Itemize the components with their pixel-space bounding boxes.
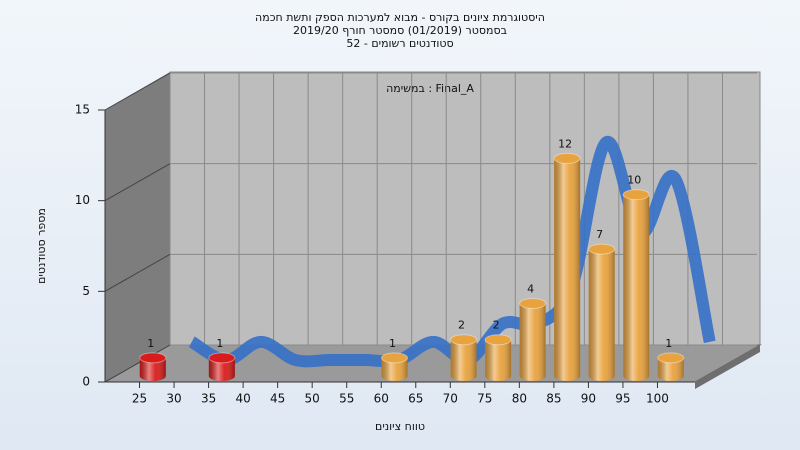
bar-shade — [519, 303, 546, 376]
x-tick-label: 95 — [615, 392, 630, 406]
left-wall — [105, 72, 170, 382]
bar-top — [208, 352, 236, 364]
title-line: היסטוגרמת ציונים בקורס - מבוא למערכות הס… — [255, 11, 545, 24]
bar-shade — [554, 158, 581, 376]
value-label: 2 — [458, 319, 465, 332]
y-axis-label: מספר סטודנטים — [35, 208, 48, 284]
back-wall — [169, 71, 761, 346]
x-tick-label: 50 — [305, 392, 320, 406]
bar-bottom-shade — [485, 371, 512, 381]
value-label: 1 — [216, 337, 223, 350]
value-label: 1 — [665, 337, 672, 350]
grid-line — [104, 253, 171, 292]
x-tick-label: 25 — [132, 392, 147, 406]
x-tick-label: 80 — [512, 392, 527, 406]
bar-shade — [450, 339, 477, 376]
x-tick-label: 100 — [646, 392, 669, 406]
bar-shade — [657, 357, 684, 376]
bar-bottom-shade — [623, 371, 650, 381]
bar-shade — [381, 357, 408, 376]
bar-top — [484, 334, 512, 346]
bar-shade — [485, 339, 512, 376]
value-label: 2 — [493, 319, 500, 332]
title: היסטוגרמת ציונים בקורס - מבוא למערכות הס… — [255, 11, 545, 50]
bar-top — [450, 334, 478, 346]
bar-bottom-shade — [450, 371, 477, 381]
value-label: 4 — [527, 282, 534, 295]
value-label: 12 — [558, 137, 572, 150]
bar-top — [553, 152, 581, 164]
value-label: 10 — [627, 174, 641, 187]
title-line: סטודנטים רשומים - 52 — [346, 37, 453, 50]
y-tick-label: 15 — [75, 103, 90, 117]
bar-bottom-shade — [208, 371, 235, 381]
bar-shade — [623, 194, 650, 376]
x-tick-label: 35 — [201, 392, 216, 406]
x-tick-label: 60 — [374, 392, 389, 406]
value-label: 1 — [147, 337, 154, 350]
bar-top — [588, 243, 616, 255]
bar-shade — [139, 357, 166, 376]
x-tick-label: 45 — [270, 392, 285, 406]
bar-top — [519, 297, 547, 309]
bar-bottom-shade — [657, 371, 684, 381]
bar-bottom-shade — [381, 371, 408, 381]
title-line: בסמסטר (01/2019) סמסטר חורף 2019/20 — [293, 24, 507, 37]
bar-top — [657, 352, 685, 364]
x-tick-label: 55 — [339, 392, 354, 406]
x-tick-label: 85 — [546, 392, 561, 406]
y-tick-label: 5 — [82, 284, 90, 298]
bar-bottom-shade — [519, 371, 546, 381]
x-tick-label: 90 — [581, 392, 596, 406]
x-tick-label: 65 — [408, 392, 423, 406]
x-tick-label: 70 — [443, 392, 458, 406]
bar-bottom-shade — [139, 371, 166, 381]
subtitle: במשימה : Final_A — [386, 82, 474, 95]
value-label: 1 — [389, 337, 396, 350]
bar-top — [622, 189, 650, 201]
floor-edge — [695, 345, 760, 389]
bar-shade — [588, 249, 615, 376]
y-tick-label: 0 — [82, 375, 90, 389]
grid-line — [104, 344, 171, 383]
bar-bottom-shade — [554, 371, 581, 381]
x-tick-label: 40 — [235, 392, 250, 406]
grid-line — [104, 72, 171, 111]
bar-shade — [208, 357, 235, 376]
bar-top — [139, 352, 167, 364]
bar-top — [381, 352, 408, 364]
x-tick-label: 75 — [477, 392, 492, 406]
x-axis-label: טווח ציונים — [375, 420, 425, 433]
x-tick-label: 30 — [166, 392, 181, 406]
value-label: 7 — [596, 228, 603, 241]
grid-line — [104, 163, 171, 202]
y-tick-label: 10 — [75, 193, 90, 207]
bar-bottom-shade — [588, 371, 615, 381]
